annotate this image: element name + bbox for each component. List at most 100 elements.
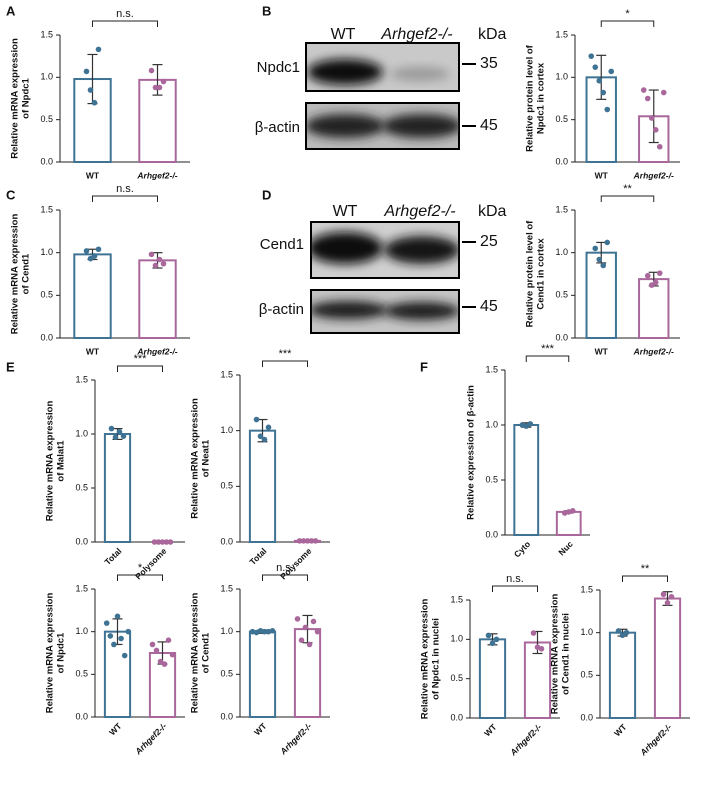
significance-label: * [138,562,143,574]
data-point [108,425,115,432]
data-point [169,651,176,658]
panel-label: E [6,359,15,374]
y-axis-label: Cend1 in cortex [536,238,547,310]
data-point [596,77,603,84]
data-point [120,433,127,439]
panel-label: C [6,187,16,202]
data-point [83,248,90,254]
data-point [644,272,651,279]
data-point [87,255,94,262]
data-point [608,68,615,75]
x-tick-label: WT [595,346,609,356]
y-tick-label: 1.0 [220,425,233,435]
x-tick-label: Arhgef2-/- [136,346,177,356]
y-axis-label: Relative mRNA expression [45,401,56,522]
y-axis-label: Relative mRNA expression [10,214,21,335]
y-axis-label: Relative protein level of [525,44,536,151]
data-point [125,628,132,635]
significance-label: *** [134,353,148,365]
data-point [151,539,158,545]
data-point [640,87,647,93]
y-axis-label: Relative mRNA expression [190,593,201,714]
y-tick-label: 0.0 [220,711,233,721]
data-point [588,53,595,59]
y-tick-label: 0.5 [75,482,88,492]
x-tick-label: Arhgef2-/- [507,722,543,758]
y-tick-label: 1.0 [40,247,53,257]
data-point [111,641,117,648]
y-axis-label: Relative mRNA expression [420,599,431,720]
data-point [660,591,667,598]
data-point [306,641,313,648]
y-tick-label: 1.0 [220,626,233,636]
y-tick-label: 1.0 [580,627,593,637]
blot-row: Npdc1 [257,59,300,76]
y-tick-label: 1.0 [40,72,53,82]
data-point [664,600,671,606]
y-tick-label: 1.5 [40,204,53,214]
data-point [310,618,317,625]
blot-column: WT [333,203,358,220]
data-point [592,245,599,252]
y-tick-label: 1.5 [555,29,568,39]
data-point [107,633,114,639]
data-point [114,613,121,620]
y-tick-label: 1.0 [555,247,568,257]
data-point [83,68,90,75]
blot-marker: 45 [480,298,498,315]
y-tick-label: 0.5 [40,290,53,300]
data-point [95,246,102,253]
data-point [592,64,599,70]
data-point [152,262,159,269]
y-axis-label: of Npdc1 [56,632,67,673]
y-tick-label: 0.5 [40,114,53,124]
data-point [660,89,667,96]
y-tick-label: 1.5 [220,369,233,379]
bar [653,597,682,719]
data-point [152,84,159,91]
data-point [265,424,272,431]
x-tick-label: Total [248,546,269,567]
significance-bracket [117,365,163,372]
data-point [148,251,155,258]
bar [608,631,637,720]
blot-unit: kDa [478,26,507,43]
bar [248,630,277,719]
blot-marker: 45 [480,117,498,134]
data-point [261,436,268,443]
data-point [530,630,537,636]
blot [305,42,476,150]
data-point [302,624,309,631]
bar [73,253,112,339]
significance-bracket [262,360,308,367]
data-point [155,539,162,545]
data-point [159,539,166,545]
y-tick-label: 0.5 [75,669,88,679]
x-tick-label: Arhgef2-/- [132,721,168,757]
y-tick-label: 0.0 [75,536,88,546]
data-point [298,637,305,643]
y-tick-label: 1.5 [220,583,233,593]
y-tick-label: 1.0 [485,419,498,429]
y-axis-label: Relative mRNA expression [190,398,201,519]
data-point [167,539,174,545]
y-tick-label: 1.5 [75,374,88,384]
x-tick-label: Arhgef2-/- [136,170,177,180]
y-axis-label: Relative mRNA expression [10,38,21,159]
bar [138,259,177,340]
blot-row: Cend1 [260,236,304,253]
data-point [308,538,315,544]
y-tick-label: 0.5 [220,669,233,679]
blot-row: β-actin [255,119,300,136]
data-point [153,647,160,654]
data-point [95,46,102,53]
y-axis-label: of Neat1 [201,439,212,477]
data-point [161,661,168,667]
y-axis-label: of Cend1 [21,253,32,294]
data-point [596,256,603,263]
data-point [644,95,651,102]
bar [138,78,177,163]
x-tick-label: WT [612,721,629,738]
y-tick-label: 1.5 [580,584,593,594]
y-tick-label: 0.5 [555,114,568,124]
